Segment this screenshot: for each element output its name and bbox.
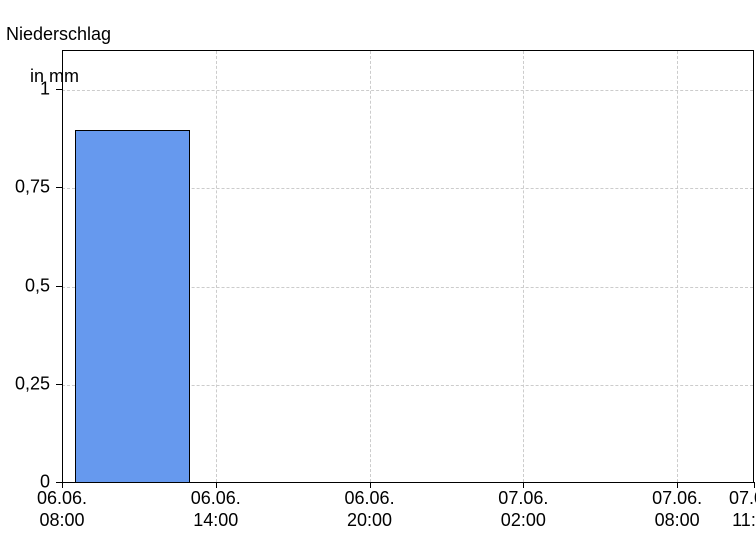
- x-axis-line: [62, 482, 754, 483]
- x-tick-label: 06.06. 20:00: [345, 488, 395, 531]
- gridline-horizontal: [62, 90, 753, 91]
- y-tick-label: 0,5: [0, 275, 50, 296]
- x-tick-label: 07.06. 08:00: [652, 488, 702, 531]
- y-tick-label: 1: [0, 79, 50, 100]
- gridline-vertical: [370, 51, 371, 482]
- plot-area: [62, 50, 754, 482]
- gridline-vertical: [523, 51, 524, 482]
- y-tick-label: 0,25: [0, 373, 50, 394]
- precipitation-chart: Niederschlag in mm 00,250,50,75106.06. 0…: [0, 0, 756, 546]
- y-tick-label: 0,75: [0, 177, 50, 198]
- x-tick-label: 06.06. 14:00: [191, 488, 241, 531]
- x-tick-label: 07.06. 11:00: [729, 488, 756, 531]
- gridline-vertical: [216, 51, 217, 482]
- gridline-vertical: [677, 51, 678, 482]
- chart-title-line1: Niederschlag: [6, 24, 111, 44]
- x-tick-label: 06.06. 08:00: [37, 488, 87, 531]
- x-tick-mark: [754, 482, 755, 488]
- data-bar: [75, 130, 190, 483]
- x-tick-label: 07.06. 02:00: [498, 488, 548, 531]
- y-axis-line: [62, 50, 63, 482]
